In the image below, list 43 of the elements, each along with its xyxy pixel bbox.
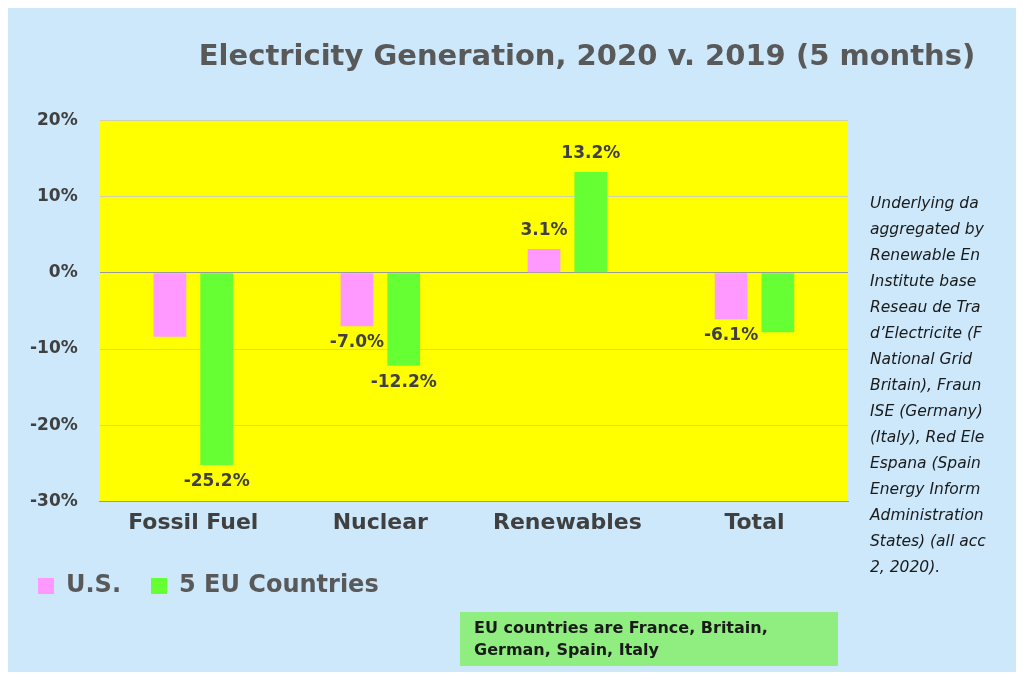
bar	[387, 273, 421, 366]
x-tick-label: Nuclear	[332, 508, 429, 534]
y-tick-label: -10%	[30, 337, 78, 358]
chart-title: Electricity Generation, 2020 v. 2019 (5 months)	[197, 38, 977, 72]
y-tick-label: -20%	[30, 413, 78, 434]
text: (Italy), Red Ele	[870, 427, 986, 448]
data-label: -25.2%	[183, 469, 250, 490]
text: Britain), Fraun	[870, 375, 983, 396]
y-tick-label: -30%	[30, 490, 78, 511]
y-tick-label: 20%	[37, 108, 78, 129]
text: Underlying da	[870, 193, 980, 214]
bar	[153, 273, 187, 337]
bar	[714, 273, 748, 320]
text: 2, 2020).	[870, 557, 942, 578]
y-tick-label: 0%	[48, 261, 78, 282]
text: Espana (Spain	[870, 453, 982, 474]
text: Administration	[870, 505, 985, 526]
x-tick-label: Fossil Fuel	[128, 508, 259, 534]
data-label: -6.1%	[703, 324, 759, 345]
bar	[340, 273, 374, 327]
x-tick-label: Renewables	[492, 508, 642, 534]
x-tick-label: Total	[724, 508, 785, 534]
legend-label: 5 EU Countries	[179, 570, 379, 599]
y-tick-label: 10%	[37, 184, 78, 205]
data-label: -12.2%	[370, 370, 437, 391]
bar	[574, 172, 608, 273]
legend-label: U.S.	[66, 570, 122, 599]
data-label: 13.2%	[561, 141, 621, 162]
text: Renewable En	[870, 245, 982, 266]
text: aggregated by	[870, 219, 985, 240]
bar	[761, 273, 795, 333]
data-label: 3.1%	[520, 219, 568, 240]
bar	[527, 249, 561, 273]
text: Reseau de Tra	[870, 297, 982, 318]
text: d’Electricite (F	[870, 323, 983, 344]
text: ISE (Germany)	[870, 401, 984, 422]
text: EU countries are France, Britain, German, Spain, Italy	[460, 612, 838, 666]
text: States) (all acc	[870, 531, 987, 552]
bar	[200, 273, 234, 465]
text: Energy Inform	[870, 479, 982, 500]
data-label: -7.0%	[329, 331, 385, 352]
text: Institute base	[870, 271, 978, 292]
text: National Grid	[870, 349, 974, 370]
